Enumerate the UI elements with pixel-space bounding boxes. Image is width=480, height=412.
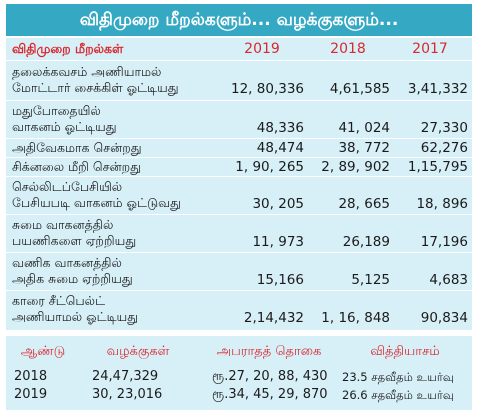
summary-fine: ரூ.27, 20, 88, 430 [212, 369, 328, 384]
summary-difference: 26.6 சதவீதம் உயர்வு [342, 388, 454, 402]
table-row: தலைக்கவசம் அணியாமல் மோட்டார் சைக்கிள் ஓட… [6, 61, 472, 101]
value-2018: 41, 024 [338, 120, 390, 136]
violation-label: அதிவேகமாக சென்றது [12, 140, 142, 155]
violation-line2: அதிக சுமை ஏற்றியது [12, 271, 133, 286]
table-header-row: விதிமுறை மீறல்கள் 2019 2018 2017 [6, 38, 472, 61]
table-row: சிக்னலை மீறி சென்றது 1, 90, 265 2, 89, 9… [6, 158, 472, 177]
table-row: மதுபோதையில் வாகனம் ஓட்டியது 48,336 41, 0… [6, 101, 472, 139]
violation-line1: காரை சீட்பெல்ட் [12, 293, 106, 308]
table-row: காரை சீட்பெல்ட் அணியாமல் ஓட்டியது 2,14,4… [6, 291, 472, 330]
violation-label: காரை சீட்பெல்ட் அணியாமல் ஓட்டியது [12, 293, 222, 325]
violation-line1: சுமை வாகனத்தில் [12, 217, 114, 232]
summary-header-difference: வித்தியாசம் [370, 344, 440, 359]
value-2017: 90,834 [420, 310, 468, 326]
value-2018: 2, 89, 902 [321, 159, 390, 175]
violation-line2: பேசியபடி வாகனம் ஓட்டுவது [12, 195, 181, 210]
violation-line2: மோட்டார் சைக்கிள் ஓட்டியது [12, 80, 179, 95]
violation-label: செல்லிடப்பேசியில் பேசியபடி வாகனம் ஓட்டுவ… [12, 179, 222, 211]
value-2017: 4,683 [429, 272, 468, 288]
violation-line1: வணிக வாகனத்தில் [12, 255, 122, 270]
value-2018: 28, 665 [338, 196, 390, 212]
violations-table: விதிமுறை மீறல்கள் 2019 2018 2017 தலைக்கவ… [6, 38, 472, 330]
value-2019: 48,474 [256, 140, 304, 156]
value-2018: 26,189 [342, 234, 390, 250]
summary-year: 2019 [14, 387, 48, 402]
summary-header-fine: அபராதத் தொகை [216, 344, 322, 359]
value-2019: 48,336 [256, 120, 304, 136]
column-header-2018: 2018 [330, 41, 366, 57]
value-2018: 1, 16, 848 [321, 310, 390, 326]
value-2019: 1, 90, 265 [235, 159, 304, 175]
summary-fine: ரூ.34, 45, 29, 870 [212, 387, 328, 402]
violation-line1: செல்லிடப்பேசியில் [12, 179, 123, 194]
summary-header-cases: வழக்குகள் [106, 344, 170, 359]
violation-line2: அணியாமல் ஓட்டியது [12, 309, 139, 324]
table-row: செல்லிடப்பேசியில் பேசியபடி வாகனம் ஓட்டுவ… [6, 177, 472, 215]
value-2019: 15,166 [256, 272, 304, 288]
violation-label: வணிக வாகனத்தில் அதிக சுமை ஏற்றியது [12, 255, 222, 287]
summary-year: 2018 [14, 369, 48, 384]
table-row: சுமை வாகனத்தில் பயணிகளை ஏற்றியது 11, 973… [6, 215, 472, 253]
summary-header-year: ஆண்டு [20, 344, 66, 359]
summary-difference: 23.5 சதவீதம் உயர்வு [342, 370, 454, 384]
column-header-violation: விதிமுறை மீறல்கள் [12, 41, 124, 56]
value-2017: 3,41,332 [407, 81, 468, 97]
summary-table: ஆண்டு வழக்குகள் அபராதத் தொகை வித்தியாசம்… [6, 336, 472, 410]
violation-line1: மதுபோதையில் [12, 103, 101, 118]
value-2019: 30, 205 [252, 196, 304, 212]
violation-label: சுமை வாகனத்தில் பயணிகளை ஏற்றியது [12, 217, 222, 249]
column-header-2017: 2017 [412, 41, 448, 57]
violation-line1: தலைக்கவசம் அணியாமல் [12, 64, 162, 79]
summary-cases: 30, 23,016 [92, 387, 163, 402]
value-2019: 12, 80,336 [231, 81, 304, 97]
value-2018: 5,125 [351, 272, 390, 288]
summary-cases: 24,47,329 [92, 369, 159, 384]
violation-label: தலைக்கவசம் அணியாமல் மோட்டார் சைக்கிள் ஓட… [12, 64, 222, 96]
violation-line2: வாகனம் ஓட்டியது [12, 119, 117, 134]
violation-label: சிக்னலை மீறி சென்றது [12, 159, 142, 174]
table-row: அதிவேகமாக சென்றது 48,474 38, 772 62,276 [6, 139, 472, 158]
value-2019: 2,14,432 [243, 310, 304, 326]
value-2017: 27,330 [420, 120, 468, 136]
value-2017: 17,196 [420, 234, 468, 250]
value-2019: 11, 973 [252, 234, 304, 250]
table-row: வணிக வாகனத்தில் அதிக சுமை ஏற்றியது 15,16… [6, 253, 472, 291]
violation-line2: பயணிகளை ஏற்றியது [12, 233, 137, 248]
column-header-2019: 2019 [244, 41, 280, 57]
title-banner: விதிமுறை மீறல்களும்... வழக்குகளும்... [6, 4, 472, 36]
violation-label: மதுபோதையில் வாகனம் ஓட்டியது [12, 103, 222, 135]
value-2018: 38, 772 [338, 140, 390, 156]
value-2017: 62,276 [420, 140, 468, 156]
value-2018: 4,61,585 [329, 81, 390, 97]
value-2017: 1,15,795 [407, 159, 468, 175]
value-2017: 18, 896 [416, 196, 468, 212]
